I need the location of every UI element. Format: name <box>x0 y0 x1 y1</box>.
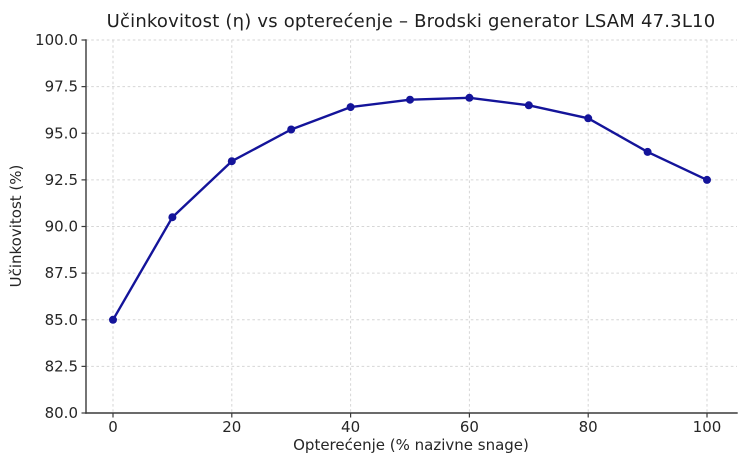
data-point <box>227 157 236 166</box>
x-tick-labels: 0 20 40 60 80 100 <box>108 418 721 436</box>
y-tick-label: 90.0 <box>45 218 78 236</box>
data-point <box>109 315 117 324</box>
data-point <box>643 147 652 156</box>
x-tick-label: 60 <box>460 418 479 436</box>
x-tick-label: 20 <box>222 418 241 436</box>
y-tick-label: 100.0 <box>35 31 78 49</box>
data-point <box>524 101 533 110</box>
data-point <box>703 175 711 184</box>
y-tick-label: 87.5 <box>45 264 78 282</box>
y-tick-label: 97.5 <box>45 78 78 96</box>
efficiency-line <box>111 96 709 321</box>
x-axis-label: Opterećenje (% nazivne snage) <box>293 436 529 454</box>
data-point <box>168 213 177 222</box>
y-tick-label: 95.0 <box>45 124 78 142</box>
data-point-markers <box>109 93 711 324</box>
x-tick-label: 0 <box>108 418 118 436</box>
data-point <box>406 95 414 104</box>
y-tick-label: 85.0 <box>45 311 78 329</box>
y-tick-label: 82.5 <box>45 357 78 375</box>
x-tick-label: 100 <box>693 418 722 436</box>
x-tick-label: 40 <box>341 418 360 436</box>
data-point <box>346 103 355 112</box>
data-point <box>584 114 593 123</box>
y-tick-label: 92.5 <box>45 171 78 189</box>
x-tick-label: 80 <box>579 418 598 436</box>
y-axis-label: Učinkovitost (%) <box>7 164 25 288</box>
chart-title: Učinkovitost (η) vs opterećenje – Brodsk… <box>106 11 716 32</box>
grid-lines <box>86 39 737 414</box>
data-point <box>465 93 474 102</box>
data-point <box>287 125 296 134</box>
tick-marks <box>81 39 708 418</box>
y-tick-labels: 80.0 82.5 85.0 87.5 90.0 92.5 95.0 97.5 100.0 <box>35 31 78 422</box>
y-tick-label: 80.0 <box>45 404 78 422</box>
